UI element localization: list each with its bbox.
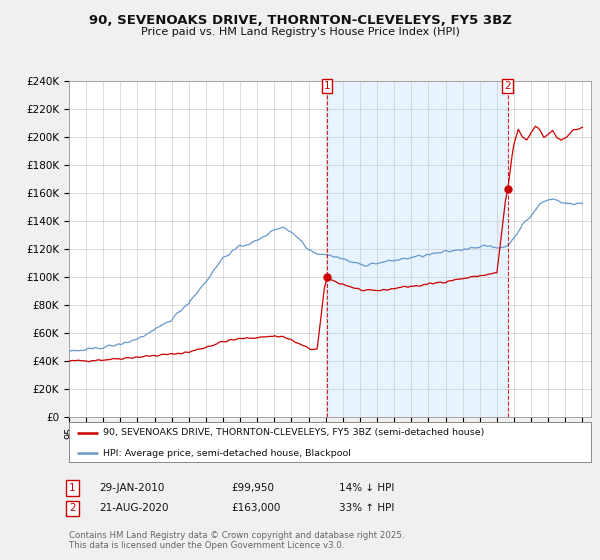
Text: 90, SEVENOAKS DRIVE, THORNTON-CLEVELEYS, FY5 3BZ: 90, SEVENOAKS DRIVE, THORNTON-CLEVELEYS,… bbox=[89, 14, 511, 27]
Text: 33% ↑ HPI: 33% ↑ HPI bbox=[339, 503, 394, 514]
Text: Contains HM Land Registry data © Crown copyright and database right 2025.
This d: Contains HM Land Registry data © Crown c… bbox=[69, 531, 404, 550]
Text: 29-JAN-2010: 29-JAN-2010 bbox=[99, 483, 164, 493]
Text: 14% ↓ HPI: 14% ↓ HPI bbox=[339, 483, 394, 493]
Text: 90, SEVENOAKS DRIVE, THORNTON-CLEVELEYS, FY5 3BZ (semi-detached house): 90, SEVENOAKS DRIVE, THORNTON-CLEVELEYS,… bbox=[103, 428, 484, 437]
Text: £163,000: £163,000 bbox=[231, 503, 280, 514]
Text: 1: 1 bbox=[324, 81, 331, 91]
Text: Price paid vs. HM Land Registry's House Price Index (HPI): Price paid vs. HM Land Registry's House … bbox=[140, 27, 460, 37]
Text: £99,950: £99,950 bbox=[231, 483, 274, 493]
Text: 2: 2 bbox=[505, 81, 511, 91]
Text: 21-AUG-2020: 21-AUG-2020 bbox=[99, 503, 169, 514]
Bar bbox=[327, 81, 508, 417]
Text: 1: 1 bbox=[69, 483, 76, 493]
Text: HPI: Average price, semi-detached house, Blackpool: HPI: Average price, semi-detached house,… bbox=[103, 449, 351, 458]
Text: 2: 2 bbox=[69, 503, 76, 514]
